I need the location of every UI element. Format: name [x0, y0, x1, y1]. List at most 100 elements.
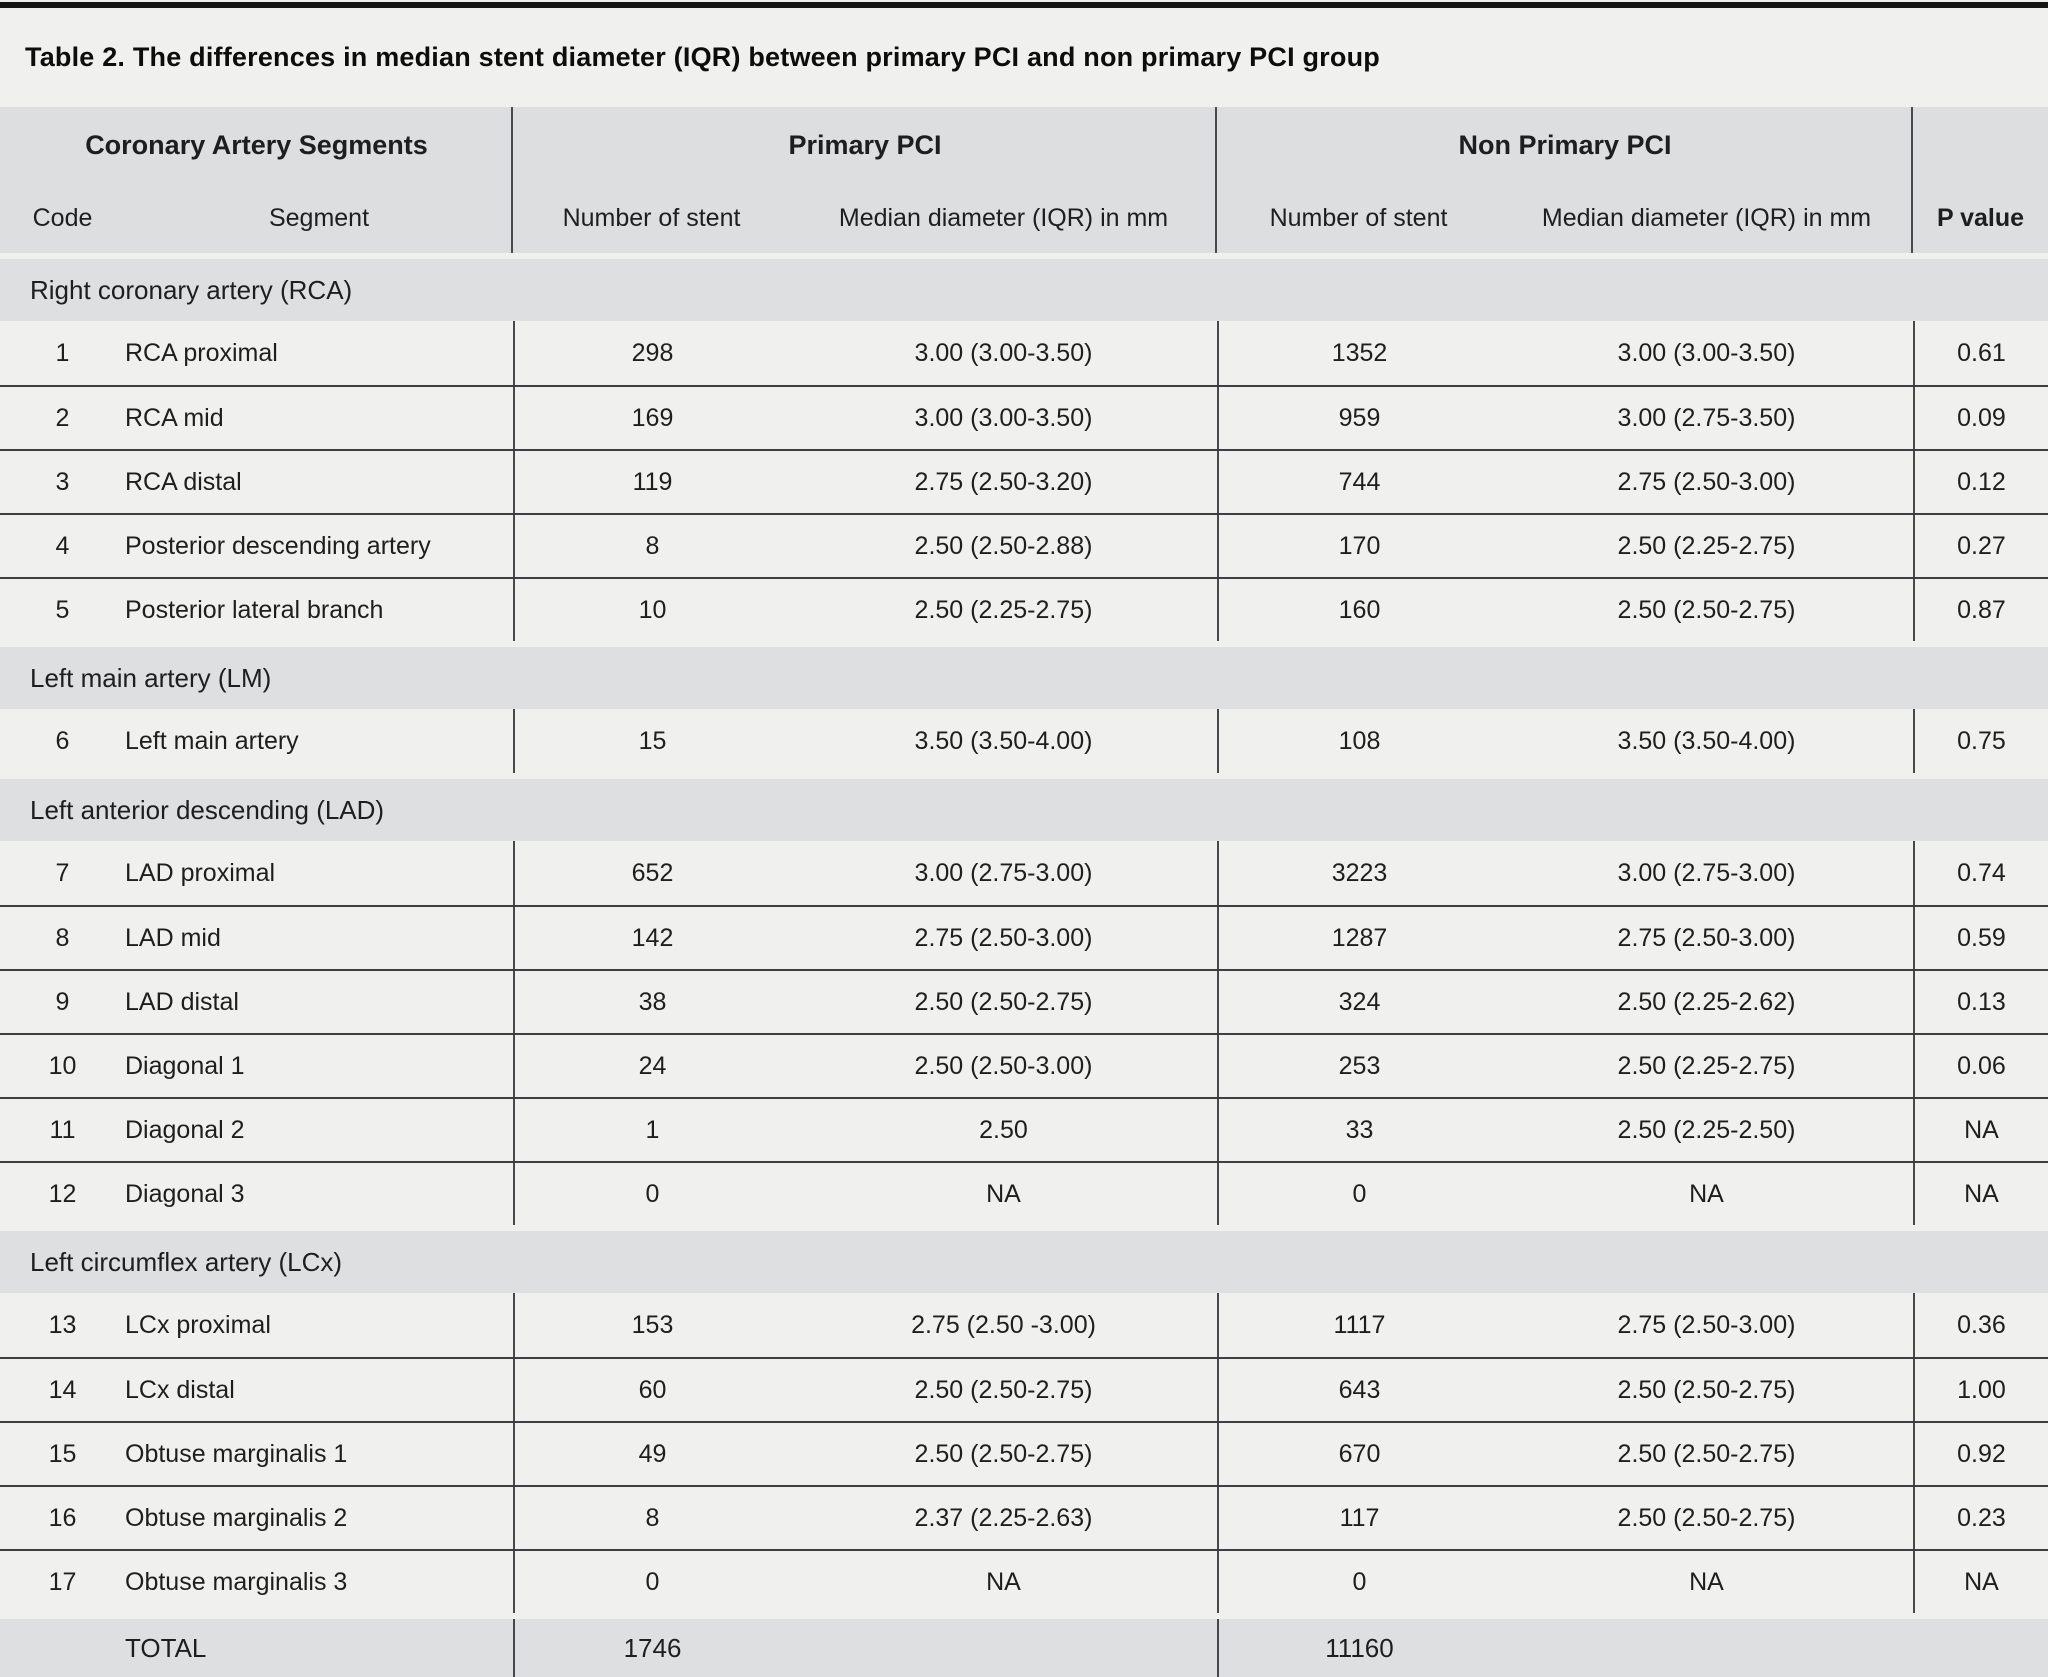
cell-nonprimary-number: 3223 [1217, 841, 1500, 905]
cell-nonprimary-diameter: 2.50 (2.50-2.75) [1617, 595, 1796, 624]
cell-nonprimary-number: 0 [1217, 1551, 1500, 1613]
cell-code: 1 [55, 338, 70, 367]
cell-code: 5 [55, 595, 70, 624]
cell-nonprimary-diameter: 3.00 (2.75-3.00) [1617, 858, 1796, 887]
cell-primary-diameter: 2.50 (2.50-2.75) [914, 987, 1093, 1016]
table-title-area: Table 2. The differences in median stent… [0, 8, 2048, 107]
cell-code: 7 [55, 858, 70, 887]
cell-primary-number: 652 [513, 841, 790, 905]
cell-primary-diameter: NA [986, 1179, 1021, 1208]
cell-primary-diameter: 2.75 (2.50 -3.00) [911, 1310, 1096, 1339]
cell-nonprimary-diameter: NA [1689, 1567, 1724, 1596]
cell-nonprimary-number: 643 [1217, 1359, 1500, 1421]
table-row: 1 RCA proximal 298 3.00 (3.00-3.50) 1352… [0, 321, 2048, 385]
section-gap [0, 641, 2048, 647]
cell-code: 4 [55, 531, 70, 560]
total-nonprimary-number: 11160 [1217, 1619, 1500, 1677]
cell-code: 6 [55, 726, 70, 755]
cell-code: 17 [48, 1567, 77, 1596]
cell-nonprimary-diameter: 2.50 (2.25-2.75) [1617, 531, 1796, 560]
cell-segment: Diagonal 3 [125, 1179, 245, 1208]
cell-code: 3 [55, 467, 70, 496]
header-coronary-artery-segments: Coronary Artery Segments [85, 129, 428, 160]
cell-nonprimary-diameter: 2.50 (2.25-2.62) [1617, 987, 1796, 1016]
cell-primary-diameter: 2.50 (2.50-2.75) [914, 1375, 1093, 1404]
cell-nonprimary-diameter: 3.00 (2.75-3.50) [1617, 403, 1796, 432]
cell-primary-diameter: 2.50 (2.50-2.75) [914, 1439, 1093, 1468]
cell-nonprimary-diameter: 2.50 (2.50-2.75) [1617, 1439, 1796, 1468]
cell-nonprimary-number: 1117 [1217, 1293, 1500, 1357]
cell-nonprimary-number: 170 [1217, 515, 1500, 577]
cell-p-value: 0.09 [1913, 387, 2048, 449]
section-label: Left circumflex artery (LCx) [30, 1246, 343, 1277]
column-divider [1911, 107, 1913, 253]
cell-p-value: 0.87 [1913, 579, 2048, 641]
subheader-segment: Segment [268, 203, 370, 232]
cell-code: 2 [55, 403, 70, 432]
section-gap [0, 773, 2048, 779]
table-row: 17 Obtuse marginalis 3 0 NA 0 NA NA [0, 1549, 2048, 1613]
cell-segment: LAD mid [125, 923, 221, 952]
table-row: 8 LAD mid 142 2.75 (2.50-3.00) 1287 2.75… [0, 905, 2048, 969]
cell-primary-number: 298 [513, 321, 790, 385]
cell-p-value: 0.36 [1913, 1293, 2048, 1357]
subheader-primary-number: Number of stent [562, 203, 741, 232]
cell-p-value: 0.27 [1913, 515, 2048, 577]
cell-p-value: 0.92 [1913, 1423, 2048, 1485]
total-label: TOTAL [125, 1632, 207, 1663]
cell-primary-number: 153 [513, 1293, 790, 1357]
cell-nonprimary-diameter: 2.75 (2.50-3.00) [1617, 923, 1796, 952]
cell-primary-number: 8 [513, 1487, 790, 1549]
cell-code: 16 [48, 1503, 77, 1532]
cell-code: 9 [55, 987, 70, 1016]
cell-primary-number: 60 [513, 1359, 790, 1421]
cell-code: 12 [48, 1179, 77, 1208]
cell-primary-number: 10 [513, 579, 790, 641]
section-gap [0, 253, 2048, 259]
cell-nonprimary-number: 324 [1217, 971, 1500, 1033]
table-row: 14 LCx distal 60 2.50 (2.50-2.75) 643 2.… [0, 1357, 2048, 1421]
top-border-bar [0, 2, 2048, 8]
table-row: 2 RCA mid 169 3.00 (3.00-3.50) 959 3.00 … [0, 385, 2048, 449]
subheader-nonprimary-diameter: Median diameter (IQR) in mm [1541, 203, 1872, 232]
cell-primary-number: 24 [513, 1035, 790, 1097]
section-gap [0, 1225, 2048, 1231]
cell-segment: RCA mid [125, 403, 224, 432]
cell-p-value: NA [1913, 1099, 2048, 1161]
subheader-nonprimary-number: Number of stent [1269, 203, 1448, 232]
cell-primary-number: 169 [513, 387, 790, 449]
table-row: 6 Left main artery 15 3.50 (3.50-4.00) 1… [0, 709, 2048, 773]
table-row: 9 LAD distal 38 2.50 (2.50-2.75) 324 2.5… [0, 969, 2048, 1033]
cell-p-value: 0.23 [1913, 1487, 2048, 1549]
cell-p-value: 0.74 [1913, 841, 2048, 905]
cell-nonprimary-diameter: 2.50 (2.50-2.75) [1617, 1375, 1796, 1404]
cell-segment: Diagonal 2 [125, 1115, 245, 1144]
cell-primary-number: 0 [513, 1551, 790, 1613]
table-body: Right coronary artery (RCA) 1 RCA proxim… [0, 253, 2048, 1613]
cell-segment: RCA distal [125, 467, 242, 496]
cell-segment: Diagonal 1 [125, 1051, 245, 1080]
cell-p-value: 0.13 [1913, 971, 2048, 1033]
cell-segment: LCx distal [125, 1375, 235, 1404]
cell-p-value: 1.00 [1913, 1359, 2048, 1421]
section-header: Left anterior descending (LAD) [0, 779, 2048, 841]
cell-primary-number: 49 [513, 1423, 790, 1485]
cell-segment: Posterior descending artery [125, 531, 431, 560]
cell-nonprimary-number: 670 [1217, 1423, 1500, 1485]
cell-primary-diameter: 2.50 (2.50-2.88) [914, 531, 1093, 560]
cell-primary-number: 8 [513, 515, 790, 577]
cell-nonprimary-diameter: 2.75 (2.50-3.00) [1617, 467, 1796, 496]
cell-nonprimary-number: 253 [1217, 1035, 1500, 1097]
cell-segment: LCx proximal [125, 1310, 271, 1339]
subheader-primary-diameter: Median diameter (IQR) in mm [838, 203, 1169, 232]
cell-segment: Obtuse marginalis 1 [125, 1439, 348, 1468]
cell-primary-diameter: 3.00 (3.00-3.50) [914, 403, 1093, 432]
cell-primary-diameter: 2.75 (2.50-3.00) [914, 923, 1093, 952]
cell-nonprimary-diameter: 3.50 (3.50-4.00) [1617, 726, 1796, 755]
cell-segment: Posterior lateral branch [125, 595, 384, 624]
table-row: 16 Obtuse marginalis 2 8 2.37 (2.25-2.63… [0, 1485, 2048, 1549]
cell-primary-diameter: 2.50 (2.25-2.75) [914, 595, 1093, 624]
section-header: Left circumflex artery (LCx) [0, 1231, 2048, 1293]
total-code-cell [0, 1619, 125, 1677]
